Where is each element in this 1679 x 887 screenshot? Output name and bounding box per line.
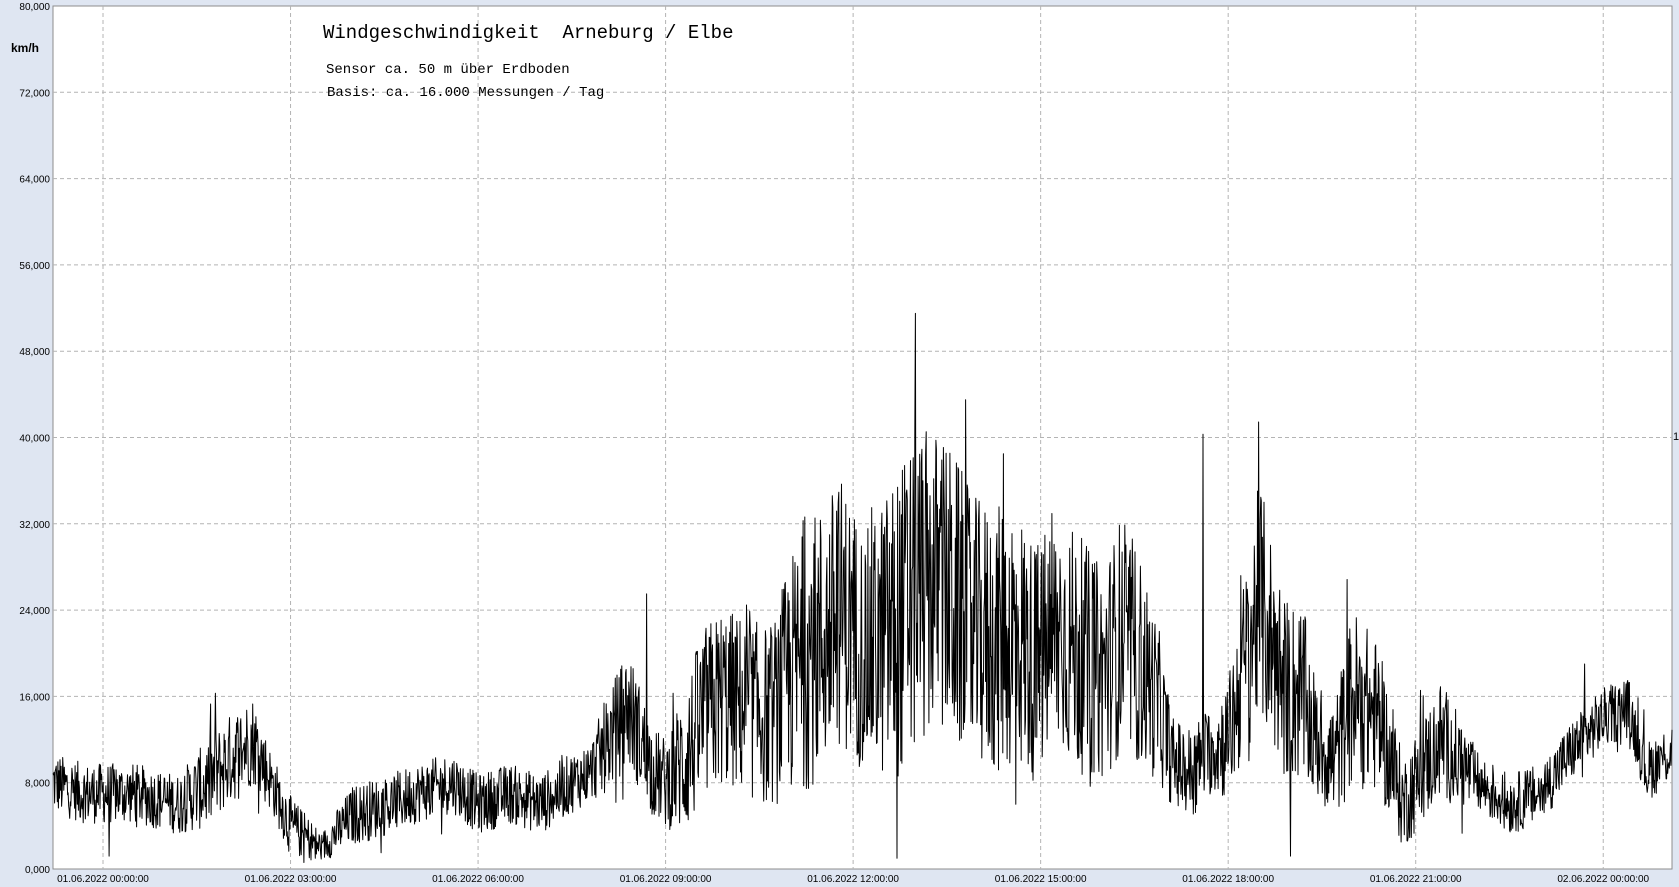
x-axis-ticks: 01.06.2022 00:00:00 01.06.2022 03:00:00 01… bbox=[57, 874, 1649, 885]
y-tick-label: 64,000 bbox=[19, 175, 50, 186]
x-tick-label: 01.06.2022 03:00:00 bbox=[245, 874, 337, 885]
x-tick-label: 01.06.2022 12:00:00 bbox=[807, 874, 899, 885]
grid-lines bbox=[53, 6, 1672, 869]
x-tick-label: 01.06.2022 00:00:00 bbox=[57, 874, 149, 885]
y-tick-label: 48,000 bbox=[19, 347, 50, 358]
x-tick-label: 02.06.2022 00:00:00 bbox=[1557, 874, 1649, 885]
y-tick-label: 8,000 bbox=[25, 779, 50, 790]
x-tick-label: 01.06.2022 09:00:00 bbox=[620, 874, 712, 885]
right-edge-marker: 1 bbox=[1673, 431, 1679, 443]
y-tick-label: 56,000 bbox=[19, 261, 50, 272]
y-tick-label: 72,000 bbox=[19, 88, 50, 99]
x-tick-label: 01.06.2022 18:00:00 bbox=[1182, 874, 1274, 885]
y-axis-ticks: 0,000 8,000 16,000 24,000 32,000 40,000 48,000… bbox=[19, 2, 50, 876]
chart-title: Windgeschwindigkeit Arneburg / Elbe bbox=[323, 22, 733, 44]
y-tick-label: 0,000 bbox=[25, 865, 50, 876]
chart-subtitle-basis: Basis: ca. 16.000 Messungen / Tag bbox=[327, 85, 604, 101]
chart-subtitle-sensor: Sensor ca. 50 m über Erdboden bbox=[326, 62, 570, 78]
y-tick-label: 16,000 bbox=[19, 692, 50, 703]
x-tick-label: 01.06.2022 15:00:00 bbox=[995, 874, 1087, 885]
y-tick-label: 32,000 bbox=[19, 520, 50, 531]
wind-speed-line bbox=[52, 312, 1673, 863]
y-axis-label: km/h bbox=[11, 41, 39, 55]
series-group bbox=[52, 312, 1673, 863]
y-tick-label: 80,000 bbox=[19, 2, 50, 13]
y-tick-label: 40,000 bbox=[19, 434, 50, 445]
x-tick-label: 01.06.2022 06:00:00 bbox=[432, 874, 524, 885]
y-tick-label: 24,000 bbox=[19, 606, 50, 617]
x-tick-label: 01.06.2022 21:00:00 bbox=[1370, 874, 1462, 885]
